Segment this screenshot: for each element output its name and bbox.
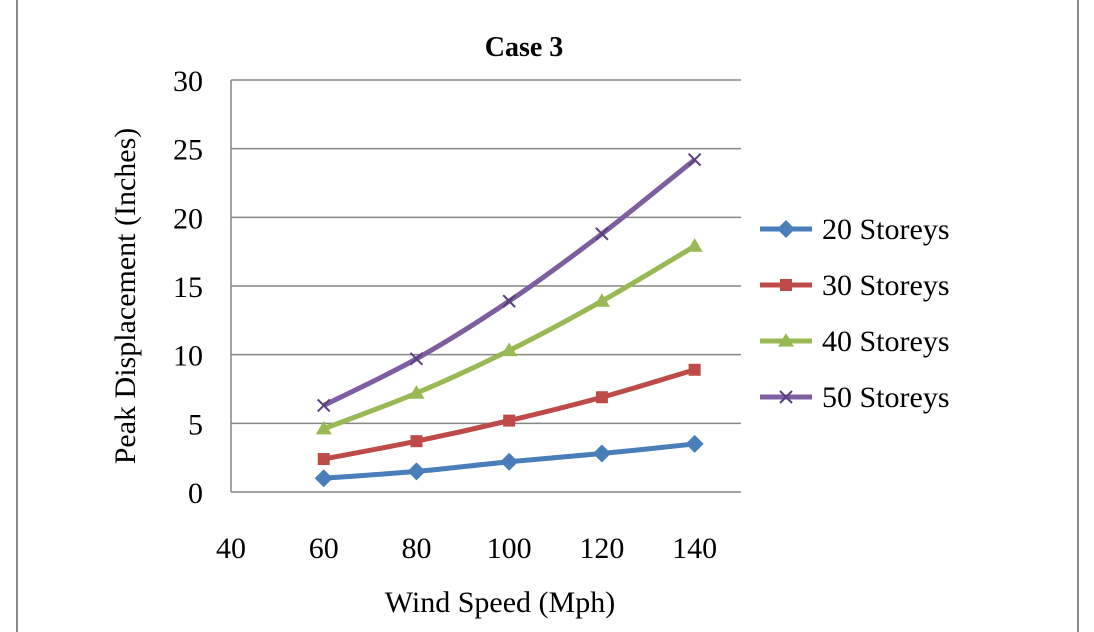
data-point	[409, 352, 424, 366]
y-tick-label: 10	[173, 340, 203, 373]
series-50-storeys	[317, 152, 702, 413]
data-point	[410, 435, 423, 448]
data-point	[593, 293, 610, 307]
series-30-storeys	[317, 363, 701, 466]
data-point	[314, 469, 333, 488]
series-line	[323, 367, 696, 462]
legend-item: 40 Storeys	[760, 325, 950, 358]
series-line	[322, 244, 696, 432]
legend-item: 50 Storeys	[760, 381, 950, 414]
y-tick-label: 25	[173, 134, 203, 167]
axes	[230, 80, 741, 493]
legend-label: 20 Storeys	[822, 213, 950, 246]
data-point	[500, 452, 519, 471]
data-point	[592, 444, 611, 463]
data-point	[501, 342, 518, 357]
gridlines	[231, 79, 741, 425]
data-point	[685, 434, 704, 453]
data-point	[686, 238, 703, 252]
x-tick-label: 100	[487, 532, 532, 565]
legend-item: 30 Storeys	[760, 269, 950, 302]
y-tick-labels: 0 5 10 15 20 25 30	[173, 65, 203, 510]
legend-label: 50 Storeys	[822, 381, 950, 414]
y-tick-label: 5	[188, 408, 203, 441]
x-tick-label: 40	[216, 532, 246, 565]
data-point	[317, 453, 330, 466]
x-axis-label: Wind Speed (Mph)	[385, 586, 615, 619]
legend-marker	[780, 279, 792, 291]
data-point	[688, 363, 701, 376]
data-point	[315, 420, 332, 435]
legend-item: 20 Storeys	[760, 213, 950, 246]
data-point	[317, 398, 331, 413]
data-point	[502, 294, 516, 308]
series-20-storeys	[314, 434, 704, 488]
series-40-storeys	[315, 238, 703, 435]
y-tick-label: 30	[173, 65, 203, 98]
x-tick-label: 80	[401, 532, 431, 565]
y-tick-label: 20	[173, 202, 203, 235]
legend-label: 30 Storeys	[822, 269, 950, 302]
legend-label: 40 Storeys	[822, 325, 950, 358]
data-point	[503, 414, 516, 427]
legend-marker	[779, 390, 793, 404]
x-tick-labels: 40 60 80 100 120 140	[216, 532, 717, 565]
y-axis-label: Peak Displacement (Inches)	[109, 128, 142, 465]
data-point	[595, 391, 608, 404]
legend-marker	[778, 333, 794, 347]
chart-title: Case 3	[485, 32, 564, 63]
y-tick-label: 0	[188, 477, 203, 510]
y-tick-label: 15	[173, 271, 203, 304]
legend: 20 Storeys 30 Storeys 40 Storeys 50 Storeys	[760, 213, 950, 414]
data-point	[408, 385, 425, 399]
x-tick-label: 60	[309, 532, 339, 565]
x-tick-label: 140	[672, 532, 717, 565]
series-line	[322, 157, 697, 408]
data-point	[595, 227, 609, 241]
x-tick-label: 120	[579, 532, 624, 565]
data-point	[407, 462, 426, 481]
series-lines	[314, 152, 704, 488]
legend-marker	[777, 220, 795, 238]
data-point	[687, 152, 702, 167]
